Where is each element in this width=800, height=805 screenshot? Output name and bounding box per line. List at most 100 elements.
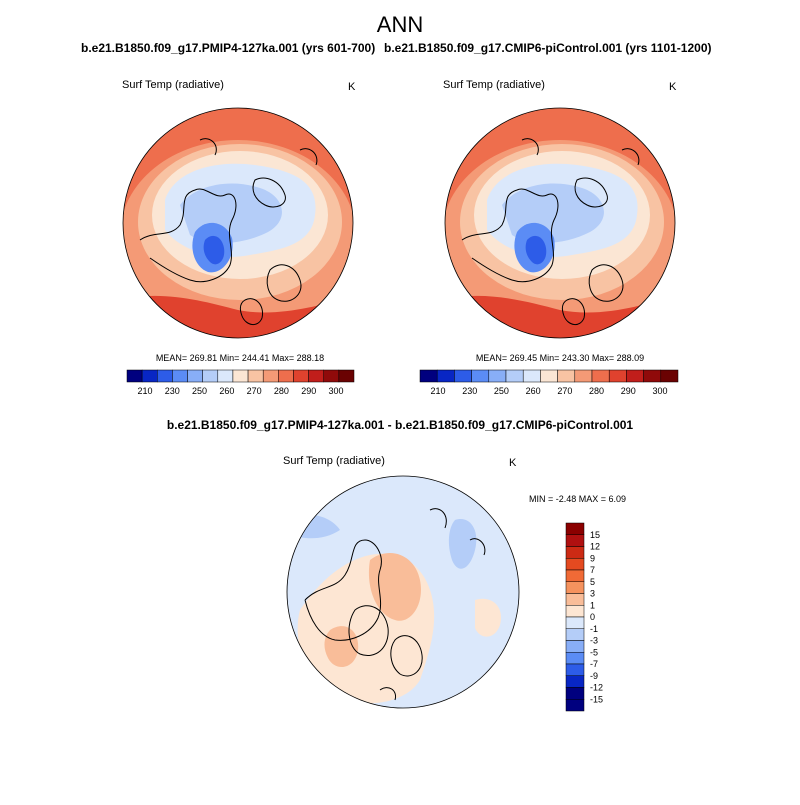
diff-colorbar-tick-label: 3 (590, 589, 595, 599)
panel-2-colorbar-tick-label: 230 (462, 386, 477, 396)
diff-colorbar-tick-label: -1 (590, 624, 598, 634)
panel-1-colorbar-swatch (247, 369, 264, 383)
diff-colorbar-swatch (565, 534, 585, 547)
panel-1-colorbar-tick-label: 250 (192, 386, 207, 396)
panel-1-units-label: K (348, 81, 356, 93)
panel-1-colorbar-tick-label: 260 (219, 386, 234, 396)
diff-variable-label: Surf Temp (radiative) (283, 455, 385, 467)
diff-panel: Surf Temp (radiative) K (283, 455, 520, 709)
panel-2-colorbar-swatch (436, 369, 455, 383)
panel-2-variable-label: Surf Temp (radiative) (443, 79, 545, 91)
panel-2-colorbar-tick-label: 270 (557, 386, 572, 396)
panel-2-colorbar-swatch (540, 369, 558, 383)
panel-1-colorbar-swatch (278, 369, 294, 383)
panel-1-colorbar-tick-label: 280 (274, 386, 289, 396)
diff-colorbar-tick-label: 7 (590, 565, 595, 575)
panel-2-colorbar-swatch (557, 369, 576, 383)
panel-1-colorbar-swatch (217, 369, 234, 383)
panel-2-colorbar-swatch (522, 369, 541, 383)
panel-1-colorbar-tick-label: 230 (165, 386, 180, 396)
diff-colorbar-swatch (565, 616, 585, 629)
diff-colorbar-swatch (565, 605, 585, 618)
panel-1-colorbar-swatch (187, 369, 203, 383)
diff-colorbar-tick-label: -9 (590, 671, 598, 681)
panel-1-stats: MEAN= 269.81 Min= 244.41 Max= 288.18 (156, 353, 324, 363)
diff-coastlines (304, 508, 486, 701)
panel-1-colorbar-swatch (338, 369, 355, 383)
diff-colorbar-tick-label: 1 (590, 600, 595, 610)
panel-2-colorbar-swatch (505, 369, 524, 383)
diff-colorbar-swatch (565, 640, 585, 653)
panel-2-colorbar-tick-label: 290 (621, 386, 636, 396)
panel-1-colorbar-swatch (126, 369, 143, 383)
diff-colorbar-swatch (565, 699, 585, 712)
panel-2-units-label: K (669, 81, 677, 93)
panel-1-colorbar-tick-label: 290 (301, 386, 316, 396)
panel-1: Surf Temp (radiative) K (122, 79, 356, 339)
panel-1-colorbar-swatch (202, 369, 219, 383)
diff-colorbar-swatch (565, 687, 585, 700)
panel-1-colorbar-swatch (323, 369, 340, 383)
diff-colorbar-swatch (565, 569, 585, 582)
panel-1-colorbar-swatch (262, 369, 279, 383)
diff-colorbar-swatch (565, 581, 585, 594)
panel-2-colorbar-swatch (471, 369, 490, 383)
panel-2-colorbar-tick-label: 280 (589, 386, 604, 396)
diff-colorbar: 15 129 7 5 31 0 -1 -3-5 -7 -9 -12-15 (565, 522, 603, 712)
panel-2-colorbar-tick-label: 210 (430, 386, 445, 396)
diff-colorbar-tick-label: 9 (590, 553, 595, 563)
diff-colorbar-swatch (565, 546, 585, 559)
panel-1-colorbar-swatch (308, 369, 324, 383)
diff-map (287, 476, 519, 708)
diff-colorbar-swatch (565, 675, 585, 688)
panel-2-colorbar-tick-label: 250 (494, 386, 509, 396)
panel-2-coastlines (461, 138, 640, 325)
panel-1-variable-label: Surf Temp (radiative) (122, 79, 224, 91)
panel-2-colorbar-swatch (608, 369, 627, 383)
panel-2-colorbar-tick-label: 300 (652, 386, 667, 396)
panel-2-colorbar-swatch (660, 369, 679, 383)
diff-colorbar-tick-label: 0 (590, 612, 595, 622)
panel-2-colorbar-swatch (643, 369, 662, 383)
panel-2-colorbar-swatch (419, 369, 438, 383)
panel-1-coastlines (139, 138, 318, 325)
diff-colorbar-tick-label: -7 (590, 659, 598, 669)
panel-1-colorbar-swatch (232, 369, 249, 383)
diff-colorbar-tick-label: -15 (590, 694, 603, 704)
panel-2-colorbar-swatch (488, 369, 507, 383)
panel-1-colorbar-tick-label: 210 (137, 386, 152, 396)
diff-colorbar-tick-label: -5 (590, 647, 598, 657)
diff-colorbar-swatch (565, 663, 585, 676)
panel-2: Surf Temp (radiative) K (443, 79, 677, 339)
diff-colorbar-swatch (565, 558, 585, 571)
diff-colorbar-tick-label: -3 (590, 636, 598, 646)
panel-2-colorbar-tick-label: 260 (526, 386, 541, 396)
panel-1-colorbar-swatch (293, 369, 309, 383)
panel-1-colorbar: 210 230 250 260 270 280 290 300 (126, 369, 355, 396)
diff-map-border (286, 475, 520, 709)
diff-colorbar-tick-label: 5 (590, 577, 595, 587)
figure-title: ANN (377, 12, 423, 37)
panel-1-map-border (122, 107, 354, 339)
panel-1-colorbar-tick-label: 300 (328, 386, 343, 396)
panel-2-stats: MEAN= 269.45 Min= 243.30 Max= 288.09 (476, 353, 644, 363)
panel-1-colorbar-swatch (157, 369, 173, 383)
panel-1-map (123, 108, 353, 338)
panel-2-colorbar-swatch (626, 369, 644, 383)
panel-2-colorbar-swatch (591, 369, 610, 383)
diff-stats: MIN = -2.48 MAX = 6.09 (529, 494, 626, 504)
panel-1-colorbar-swatch (141, 369, 158, 383)
panel-1-case-title: b.e21.B1850.f09_g17.PMIP4-127ka.001 (yrs… (81, 41, 375, 55)
diff-colorbar-swatch (565, 652, 585, 665)
panel-2-colorbar: 210 230 250 260 270 280 290 300 (419, 369, 679, 396)
panel-1-colorbar-swatch (172, 369, 188, 383)
panel-2-map-border (444, 107, 676, 339)
diff-case-title: b.e21.B1850.f09_g17.PMIP4-127ka.001 - b.… (167, 418, 634, 432)
panel-2-colorbar-swatch (574, 369, 593, 383)
panel-1-colorbar-tick-label: 270 (247, 386, 262, 396)
diff-colorbar-tick-label: -12 (590, 683, 603, 693)
diff-colorbar-swatch (565, 593, 585, 606)
panel-2-case-title: b.e21.B1850.f09_g17.CMIP6-piControl.001 … (384, 41, 712, 55)
diff-units-label: K (509, 457, 517, 469)
